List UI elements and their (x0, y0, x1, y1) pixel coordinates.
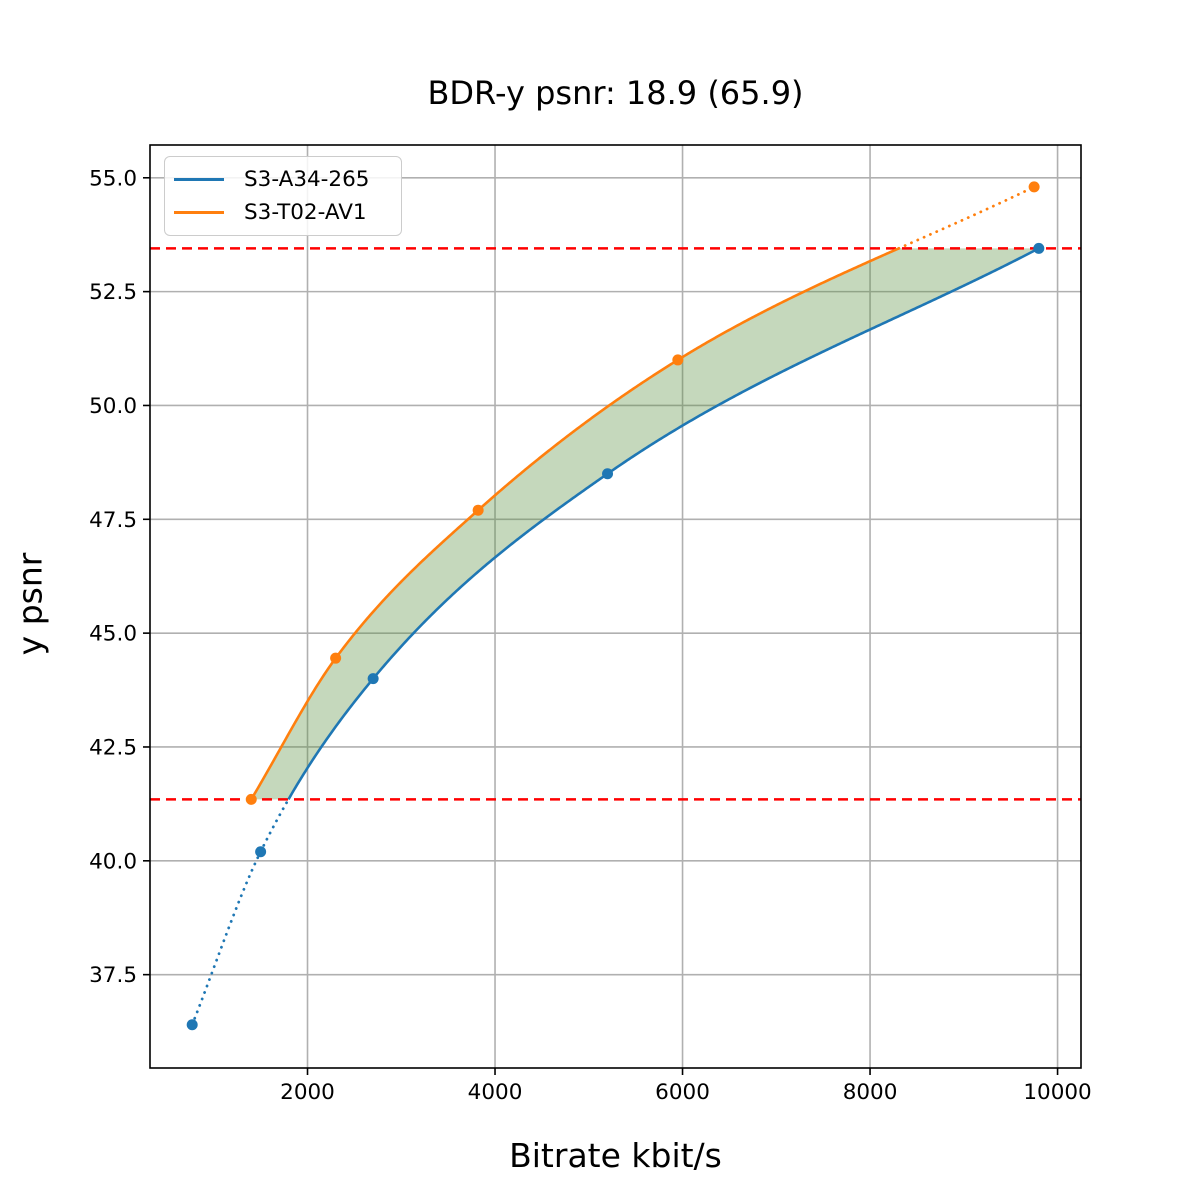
x-axis-label: Bitrate kbit/s (509, 1136, 722, 1175)
data-point-s3-t02-av1 (1028, 181, 1040, 193)
legend-item-s3-a34-265: S3-A34-265 (174, 163, 389, 196)
curve-s3-t02-av1-solid (250, 247, 900, 801)
x-tick-label: 4000 (468, 1080, 523, 1105)
y-tick-label: 50.0 (89, 394, 137, 419)
series-markers (186, 181, 1045, 1031)
curve-s3-t02-av1-dotted (897, 185, 1036, 250)
data-point-s3-a34-265 (367, 673, 379, 685)
data-point-s3-a34-265 (255, 846, 267, 858)
chart-title: BDR-y psnr: 18.9 (65.9) (427, 74, 804, 112)
legend-line-swatch-blue (174, 178, 224, 181)
legend-item-s3-t02-av1: S3-T02-AV1 (174, 196, 389, 229)
series-curves (190, 185, 1040, 1027)
curve-s3-a34-265-dotted (190, 797, 290, 1027)
x-tick-label: 2000 (280, 1080, 335, 1105)
plot-border (149, 144, 1082, 1069)
legend-line-swatch-orange (174, 211, 224, 214)
y-tick-label: 52.5 (89, 280, 137, 305)
data-point-s3-a34-265 (186, 1019, 198, 1031)
y-tick-label: 45.0 (89, 622, 137, 647)
x-tick-label: 8000 (843, 1080, 898, 1105)
data-point-s3-t02-av1 (245, 793, 257, 805)
bd-overlap-area (251, 248, 1039, 800)
y-tick-label: 47.5 (89, 508, 137, 533)
axes: 2000 4000 6000 8000 10000 37.5 40.0 42.5 45.0 47.… (89, 144, 1092, 1105)
bd-overlap-fill (251, 248, 1039, 800)
y-tick-label: 55.0 (89, 166, 137, 191)
legend-label: S3-T02-AV1 (244, 200, 367, 225)
data-point-s3-a34-265 (1033, 242, 1045, 254)
curve-s3-a34-265-solid (287, 247, 1040, 800)
x-tick-label: 10000 (1023, 1080, 1091, 1105)
data-point-s3-t02-av1 (672, 354, 684, 366)
data-point-s3-a34-265 (602, 468, 614, 480)
overlap-bound-lines (150, 247, 1081, 801)
y-axis-label: y psnr (10, 552, 50, 656)
data-point-s3-t02-av1 (330, 652, 342, 664)
y-tick-label: 40.0 (89, 849, 137, 874)
data-point-s3-t02-av1 (472, 504, 484, 516)
y-tick-label: 37.5 (89, 963, 137, 988)
gridlines (150, 145, 1081, 1068)
y-tick-label: 42.5 (89, 735, 137, 760)
legend-label: S3-A34-265 (244, 167, 370, 192)
x-tick-label: 6000 (655, 1080, 710, 1105)
legend: S3-A34-265 S3-T02-AV1 (164, 156, 402, 236)
